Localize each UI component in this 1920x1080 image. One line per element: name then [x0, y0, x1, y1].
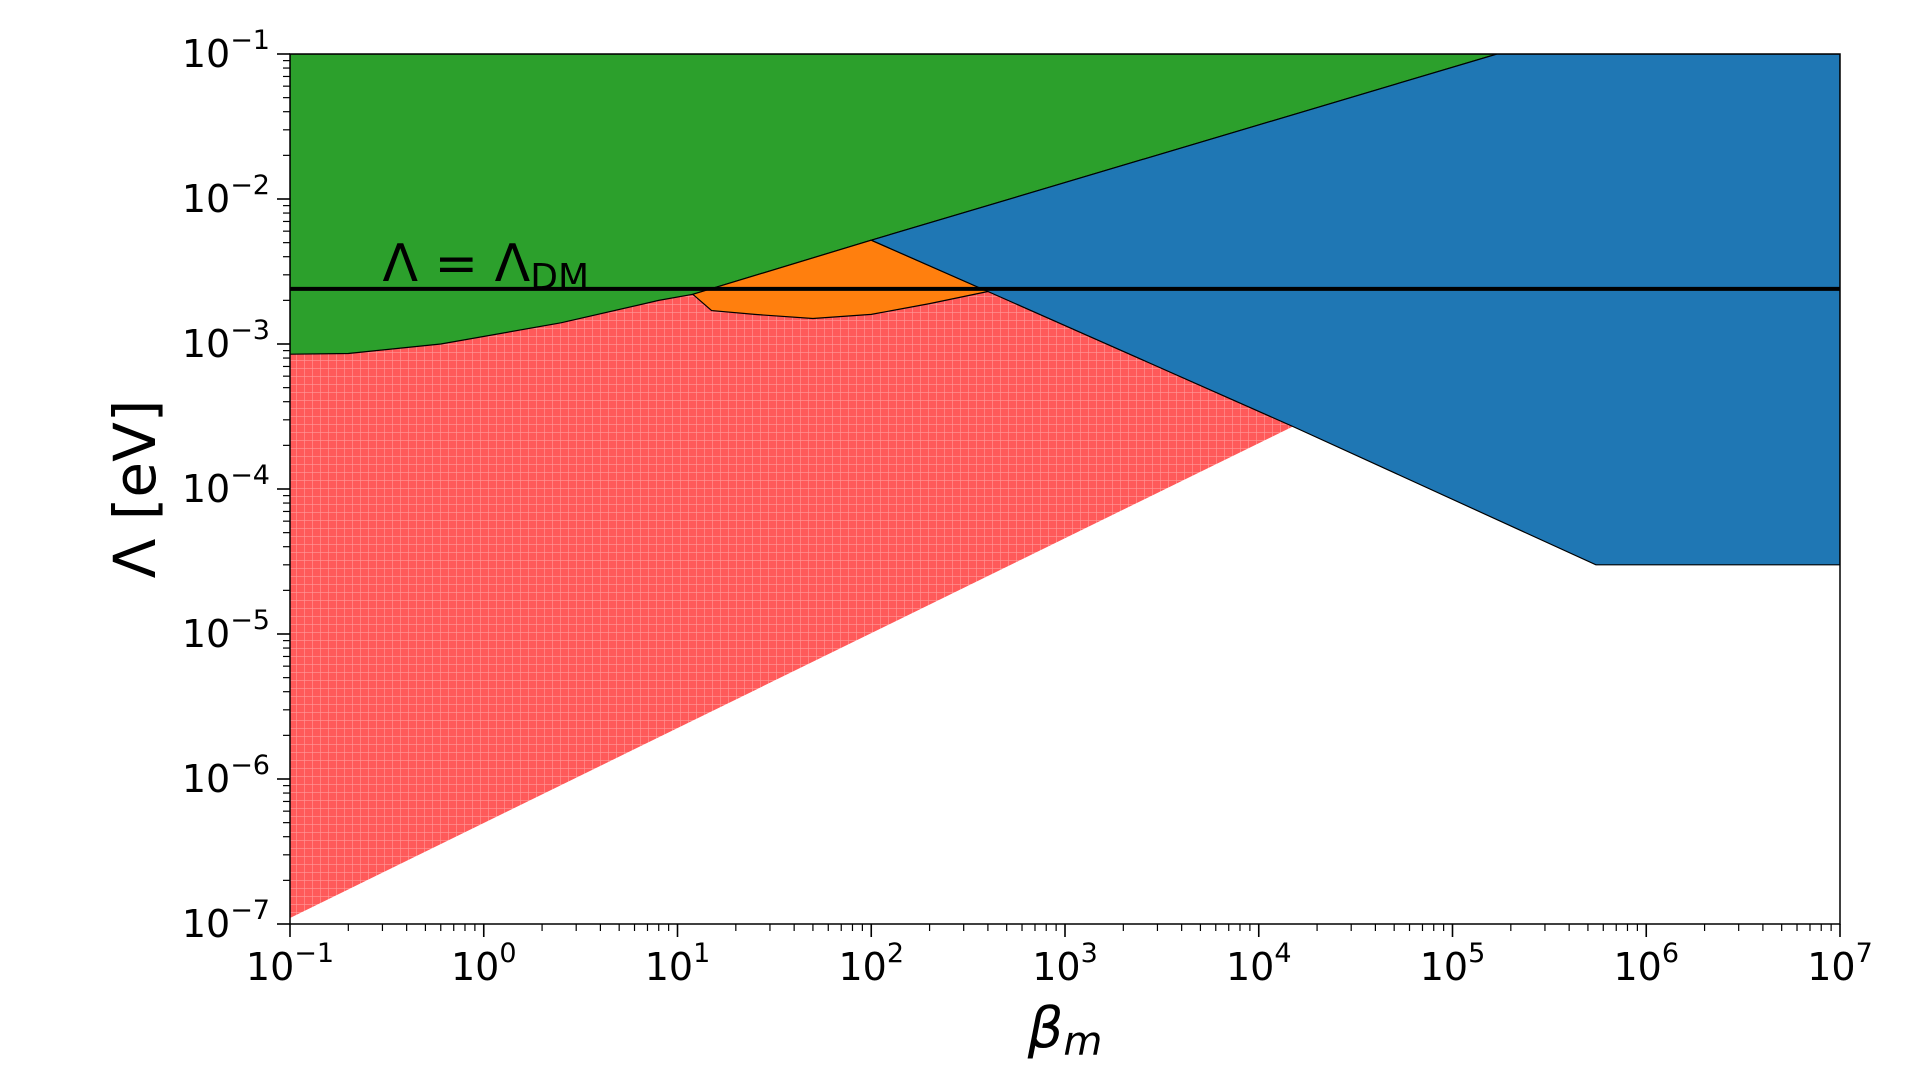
y-tick-exp: −2: [230, 170, 270, 201]
x-tick-exp: 6: [1662, 938, 1679, 969]
y-tick-base: 10: [182, 467, 230, 511]
y-tick-label: 10−5: [182, 605, 270, 656]
x-tick-base: 10: [1420, 945, 1468, 989]
x-tick-label: 103: [1032, 938, 1098, 989]
y-tick-exp: −4: [230, 460, 270, 491]
x-tick-exp: 1: [693, 938, 710, 969]
x-axis-label: βm: [1027, 996, 1103, 1065]
x-tick-exp: 0: [499, 938, 516, 969]
ticks-layer: 10−1 100 101 102 103 104 105 106 10710−710−610−5…: [182, 25, 1873, 989]
lambda-dm-line-label: Λ = ΛDM: [382, 234, 589, 298]
y-tick-exp: −3: [230, 315, 270, 346]
y-tick-label: 10−6: [182, 750, 270, 801]
x-tick-label: 101: [645, 938, 711, 989]
x-tick-exp: 5: [1468, 938, 1485, 969]
x-tick-label: 104: [1226, 938, 1292, 989]
red-hatched-region: [290, 291, 1293, 918]
y-tick-label: 10−3: [182, 315, 270, 366]
y-tick-base: 10: [182, 32, 230, 76]
lambda-dm-line-label-sub: DM: [530, 257, 589, 298]
x-tick-base: 10: [451, 945, 499, 989]
x-tick-exp: 7: [1856, 938, 1873, 969]
x-tick-label: 100: [451, 938, 517, 989]
y-tick-exp: −6: [230, 750, 270, 781]
y-tick-base: 10: [182, 322, 230, 366]
lambda-dm-line-label-main: Λ = Λ: [382, 234, 530, 294]
x-tick-label: 10−1: [246, 938, 334, 989]
x-tick-base: 10: [1807, 945, 1855, 989]
y-tick-base: 10: [182, 902, 230, 946]
y-tick-label: 10−1: [182, 25, 270, 76]
y-tick-exp: −5: [230, 605, 270, 636]
x-tick-label: 102: [838, 938, 904, 989]
x-tick-base: 10: [838, 945, 886, 989]
x-tick-exp: 3: [1081, 938, 1098, 969]
x-tick-label: 106: [1613, 938, 1679, 989]
y-tick-exp: −7: [230, 895, 270, 926]
x-tick-label: 107: [1807, 938, 1873, 989]
y-tick-label: 10−2: [182, 170, 270, 221]
y-tick-base: 10: [182, 177, 230, 221]
y-tick-base: 10: [182, 612, 230, 656]
y-tick-exp: −1: [230, 25, 270, 56]
x-tick-label: 105: [1420, 938, 1486, 989]
y-axis-label: Λ [eV]: [101, 400, 169, 579]
x-tick-base: 10: [1226, 945, 1274, 989]
x-tick-exp: 4: [1274, 938, 1291, 969]
blue-region: [869, 54, 1840, 566]
regions-layer: [290, 54, 1840, 918]
y-tick-label: 10−4: [182, 460, 270, 511]
x-axis-label-sub: m: [1063, 1019, 1102, 1065]
y-tick-label: 10−7: [182, 895, 270, 946]
annot-layer: Λ = ΛDM: [382, 234, 589, 298]
x-tick-base: 10: [246, 945, 294, 989]
x-tick-base: 10: [645, 945, 693, 989]
x-tick-base: 10: [1032, 945, 1080, 989]
x-tick-exp: 2: [887, 938, 904, 969]
x-tick-exp: −1: [294, 938, 334, 969]
y-tick-base: 10: [182, 757, 230, 801]
x-tick-base: 10: [1613, 945, 1661, 989]
x-axis-label-main: β: [1027, 996, 1064, 1061]
